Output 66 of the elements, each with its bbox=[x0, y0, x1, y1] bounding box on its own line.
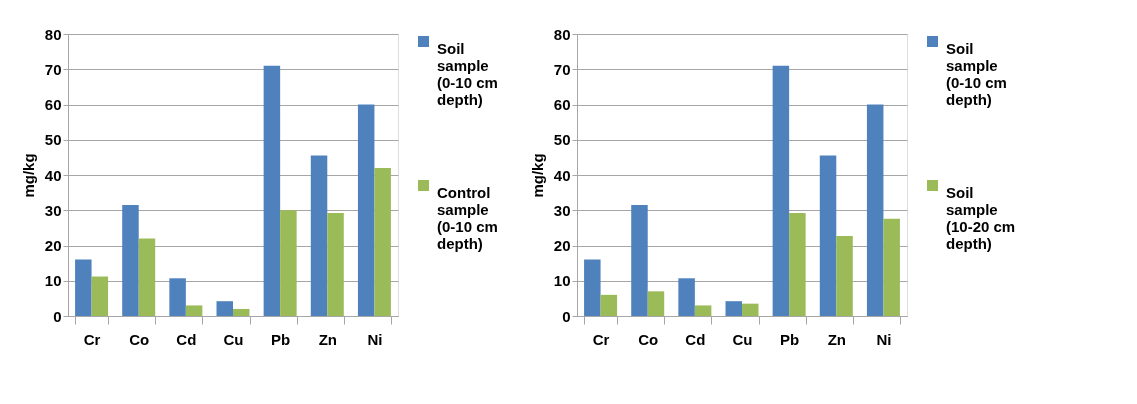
bar bbox=[866, 104, 884, 316]
bar bbox=[280, 210, 297, 316]
legend-label: Soil sample (0-10 cm depth) bbox=[946, 39, 1007, 108]
x-tick-label: Cu bbox=[732, 330, 753, 348]
bar bbox=[725, 301, 742, 316]
bar bbox=[600, 294, 618, 316]
y-tick-label: 40 bbox=[44, 166, 62, 184]
x-tick-label: Ni bbox=[876, 330, 892, 348]
bar bbox=[327, 213, 344, 316]
x-tick-label: Zn bbox=[318, 330, 337, 348]
y-tick-label: 20 bbox=[44, 237, 62, 254]
y-tick-label: 30 bbox=[44, 201, 62, 219]
y-tick-label: 0 bbox=[562, 307, 571, 325]
bar bbox=[310, 155, 328, 316]
y-tick-label: 10 bbox=[44, 272, 62, 290]
bar bbox=[138, 238, 156, 316]
legend-label: Soil sample (10-20 cm depth) bbox=[946, 183, 1016, 252]
bar bbox=[694, 305, 712, 316]
bar bbox=[91, 276, 109, 316]
y-tick-label: 60 bbox=[44, 96, 62, 113]
y-tick-label: 20 bbox=[553, 237, 571, 254]
y-tick-label: 60 bbox=[553, 96, 571, 113]
legend-label: Control sample (0-10 cm depth) bbox=[437, 183, 498, 252]
bar bbox=[584, 259, 601, 316]
bar bbox=[883, 218, 900, 316]
x-tick-label: Pb bbox=[271, 330, 291, 348]
y-axis-title: mg/kg bbox=[19, 153, 37, 198]
bar bbox=[819, 155, 837, 316]
bar bbox=[742, 303, 759, 316]
bar bbox=[374, 167, 391, 316]
bar bbox=[263, 65, 281, 316]
x-tick-label: Co bbox=[129, 330, 150, 348]
y-tick-label: 80 bbox=[44, 25, 62, 43]
bar bbox=[233, 308, 250, 316]
x-tick-label: Cd bbox=[176, 330, 197, 348]
bar bbox=[75, 259, 92, 316]
bar bbox=[836, 235, 853, 316]
legend-label: Soil sample (0-10 cm depth) bbox=[437, 39, 498, 108]
x-tick-label: Cu bbox=[223, 330, 244, 348]
y-axis-title: mg/kg bbox=[528, 153, 546, 198]
y-tick-label: 70 bbox=[44, 60, 62, 78]
y-tick-label: 80 bbox=[553, 25, 571, 43]
bar bbox=[216, 301, 233, 316]
x-tick-label: Co bbox=[638, 330, 659, 348]
bar bbox=[678, 278, 695, 316]
y-tick-label: 50 bbox=[553, 131, 571, 149]
bar bbox=[631, 204, 648, 316]
bar bbox=[772, 65, 790, 316]
x-tick-label: Ni bbox=[367, 330, 383, 348]
bar bbox=[185, 305, 203, 316]
y-tick-label: 10 bbox=[553, 272, 571, 290]
bar bbox=[357, 104, 375, 316]
y-tick-label: 30 bbox=[553, 201, 571, 219]
y-tick-label: 70 bbox=[553, 60, 571, 78]
x-tick-label: Cr bbox=[83, 330, 101, 348]
y-tick-label: 50 bbox=[44, 131, 62, 149]
x-tick-label: Cd bbox=[685, 330, 706, 348]
bar bbox=[169, 278, 186, 316]
bar bbox=[789, 213, 806, 316]
bar bbox=[647, 291, 665, 316]
x-tick-label: Cr bbox=[592, 330, 610, 348]
bar bbox=[122, 204, 139, 316]
y-tick-label: 40 bbox=[553, 166, 571, 184]
x-tick-label: Zn bbox=[827, 330, 846, 348]
y-tick-label: 0 bbox=[53, 307, 62, 325]
x-tick-label: Pb bbox=[780, 330, 800, 348]
